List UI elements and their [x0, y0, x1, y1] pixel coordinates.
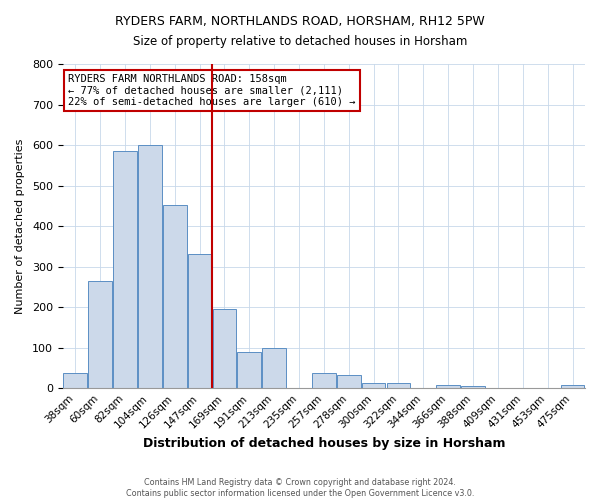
X-axis label: Distribution of detached houses by size in Horsham: Distribution of detached houses by size … — [143, 437, 505, 450]
Bar — [238, 352, 261, 389]
Bar — [436, 384, 460, 388]
Text: RYDERS FARM, NORTHLANDS ROAD, HORSHAM, RH12 5PW: RYDERS FARM, NORTHLANDS ROAD, HORSHAM, R… — [115, 15, 485, 28]
Bar — [461, 386, 485, 388]
Bar — [163, 204, 187, 388]
Y-axis label: Number of detached properties: Number of detached properties — [15, 138, 25, 314]
Bar — [337, 376, 361, 388]
Bar — [113, 151, 137, 388]
Bar — [386, 384, 410, 388]
Bar — [64, 374, 87, 388]
Bar — [88, 281, 112, 388]
Text: Size of property relative to detached houses in Horsham: Size of property relative to detached ho… — [133, 35, 467, 48]
Bar — [362, 383, 385, 388]
Bar — [212, 309, 236, 388]
Text: RYDERS FARM NORTHLANDS ROAD: 158sqm
← 77% of detached houses are smaller (2,111): RYDERS FARM NORTHLANDS ROAD: 158sqm ← 77… — [68, 74, 356, 107]
Bar — [262, 348, 286, 389]
Bar — [138, 145, 161, 388]
Bar — [561, 385, 584, 388]
Bar — [312, 374, 336, 388]
Text: Contains HM Land Registry data © Crown copyright and database right 2024.
Contai: Contains HM Land Registry data © Crown c… — [126, 478, 474, 498]
Bar — [188, 254, 211, 388]
